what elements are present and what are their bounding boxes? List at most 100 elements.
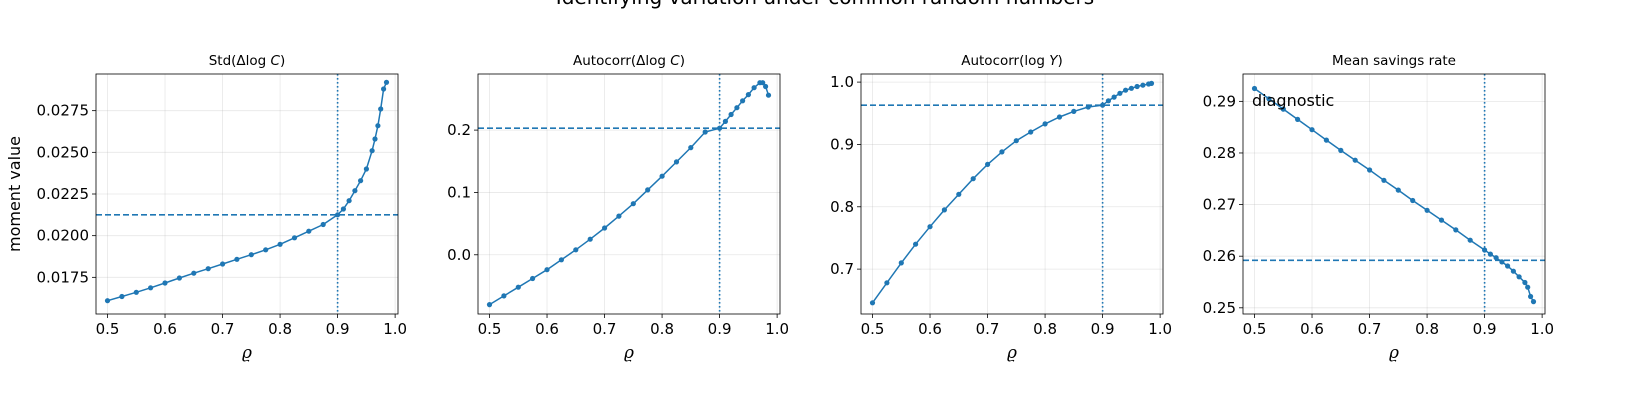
x-tick-label: 0.5 — [1243, 320, 1267, 338]
data-point — [728, 111, 734, 118]
data-point — [320, 221, 326, 228]
data-point — [985, 161, 991, 167]
data-point — [602, 225, 608, 231]
data-point — [501, 293, 507, 299]
data-point — [1251, 85, 1258, 92]
x-tick-label: 0.9 — [1473, 320, 1497, 338]
y-tick-label: 1.0 — [830, 73, 854, 91]
data-point — [1338, 147, 1344, 153]
data-point — [515, 284, 521, 290]
series-line — [871, 82, 1152, 304]
data-point — [1510, 268, 1516, 274]
data-point — [1134, 83, 1140, 90]
y-tick-label: 0.0 — [447, 246, 471, 264]
data-point — [162, 280, 168, 286]
data-point — [884, 280, 890, 286]
data-point — [1499, 259, 1505, 265]
data-point — [616, 213, 622, 219]
data-point — [1266, 96, 1272, 102]
data-point — [291, 235, 298, 241]
data-point — [630, 201, 636, 207]
data-point — [358, 178, 364, 184]
data-point — [587, 236, 593, 242]
figure-title: Identifying variation under common rando… — [556, 0, 1094, 9]
data-point — [176, 275, 182, 281]
data-point — [191, 270, 197, 276]
data-point — [999, 149, 1005, 155]
data-point — [340, 206, 346, 212]
data-point — [1295, 116, 1301, 122]
data-point — [1056, 114, 1063, 120]
data-point — [306, 228, 312, 234]
panel-2: 0.5 0.6 0.7 0.8 0.9 1.0 0.0 0.1 0.2 ϱ Autocorr(Δlo… — [447, 53, 789, 363]
x-tick-label: 0.8 — [1415, 320, 1439, 338]
plot-frame — [860, 73, 1164, 315]
x-tick-label: 0.7 — [976, 320, 1000, 338]
x-tick-label: 0.9 — [326, 320, 350, 338]
data-point — [745, 92, 752, 98]
data-point — [659, 173, 665, 179]
data-point — [1516, 274, 1522, 280]
data-point — [763, 83, 769, 90]
data-point — [702, 129, 708, 135]
data-point — [1085, 104, 1091, 110]
data-point — [927, 224, 933, 230]
y-tick-label: 0.0200 — [37, 227, 90, 245]
data-point — [1028, 129, 1034, 135]
data-point — [1528, 293, 1534, 300]
data-point — [1453, 227, 1459, 233]
data-point — [1117, 90, 1123, 96]
data-point — [1280, 106, 1286, 112]
y-tick-label: 0.7 — [830, 260, 854, 278]
plot-frame — [1242, 73, 1546, 315]
data-point — [381, 86, 387, 92]
series-line — [489, 81, 770, 306]
data-point — [1071, 108, 1077, 114]
data-point — [1128, 85, 1134, 91]
panel-1: 0.5 0.6 0.7 0.8 0.9 1.0 0.0175 0.0200 0.0225 0.02… — [37, 53, 408, 363]
data-point — [1493, 255, 1499, 261]
x-tick-label: 0.9 — [708, 320, 732, 338]
data-point — [220, 261, 226, 267]
x-tick-label: 1.0 — [765, 320, 789, 338]
data-point — [956, 191, 962, 197]
panel-title: Autocorr(Δlog C) — [573, 53, 685, 69]
data-point — [1367, 167, 1373, 173]
y-axis-label: moment value — [5, 136, 24, 252]
data-point — [1123, 87, 1129, 93]
panel-title: Autocorr(log Y) — [961, 53, 1063, 69]
x-tick-label: 0.5 — [861, 320, 885, 338]
data-point — [1323, 137, 1329, 143]
y-tick-label: 0.27 — [1203, 196, 1236, 214]
data-point — [1111, 94, 1117, 100]
panels: 0.5 0.6 0.7 0.8 0.9 1.0 0.0175 0.0200 0.0225 0.02… — [37, 53, 1555, 363]
plot-frame — [477, 73, 781, 315]
data-point — [740, 98, 746, 104]
y-tick-label: 0.0175 — [37, 268, 90, 286]
data-point — [248, 252, 254, 258]
x-tick-label: 1.0 — [1530, 320, 1554, 338]
data-point — [760, 80, 766, 86]
x-tick-label: 0.7 — [1358, 320, 1382, 338]
data-point — [717, 125, 723, 131]
data-point — [1352, 157, 1358, 163]
data-point — [1013, 138, 1019, 144]
data-point — [352, 188, 358, 194]
data-point — [277, 241, 283, 247]
data-point — [133, 289, 139, 295]
panel-title: Mean savings rate — [1332, 53, 1456, 69]
data-point — [1148, 80, 1155, 86]
x-tick-label: 0.8 — [1033, 320, 1057, 338]
data-point — [1309, 127, 1315, 133]
data-point — [1530, 299, 1537, 305]
data-point — [1487, 251, 1493, 257]
data-point — [1042, 121, 1048, 127]
data-point — [722, 118, 729, 124]
x-axis-label: ϱ — [1389, 343, 1399, 363]
y-tick-label: 0.0225 — [37, 185, 90, 203]
x-axis-label: ϱ — [242, 343, 252, 363]
data-point — [1505, 263, 1511, 269]
data-point — [751, 85, 757, 91]
x-tick-label: 0.8 — [650, 320, 674, 338]
data-point — [1140, 82, 1146, 88]
